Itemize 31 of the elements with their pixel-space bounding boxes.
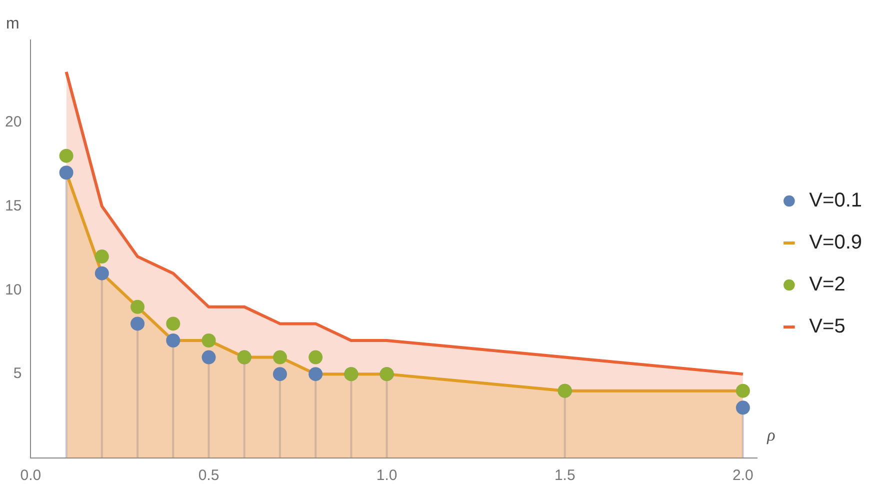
x-tick-label: 2.0 — [732, 467, 754, 484]
y-tick-label: 5 — [13, 365, 22, 382]
x-tick-label: 0.5 — [198, 467, 220, 484]
point — [736, 400, 750, 415]
point — [94, 266, 109, 280]
y-tick-label: 20 — [4, 113, 22, 130]
point — [166, 316, 180, 331]
legend-label: V=5 — [809, 316, 846, 338]
point — [166, 333, 180, 348]
legend-label: V=0.9 — [809, 232, 862, 254]
point — [202, 350, 216, 364]
point — [94, 250, 109, 264]
legend-label: V=2 — [809, 274, 846, 296]
point — [59, 166, 74, 180]
y-tick-label: 10 — [4, 281, 22, 298]
point — [130, 300, 145, 314]
point — [736, 384, 750, 398]
x-tick-label: 0.0 — [20, 467, 42, 484]
point — [272, 350, 287, 364]
x-axis-title: ρ — [766, 425, 776, 444]
point — [59, 148, 74, 163]
point — [130, 316, 145, 331]
point — [308, 367, 323, 382]
point — [308, 350, 323, 364]
y-tick-label: 15 — [4, 197, 22, 214]
point — [202, 333, 216, 348]
point — [272, 367, 287, 382]
x-tick-label: 1.5 — [554, 467, 576, 484]
x-tick-label: 1.0 — [376, 467, 398, 484]
legend-label: V=0.1 — [809, 190, 862, 212]
y-axis-title: m — [6, 15, 20, 32]
